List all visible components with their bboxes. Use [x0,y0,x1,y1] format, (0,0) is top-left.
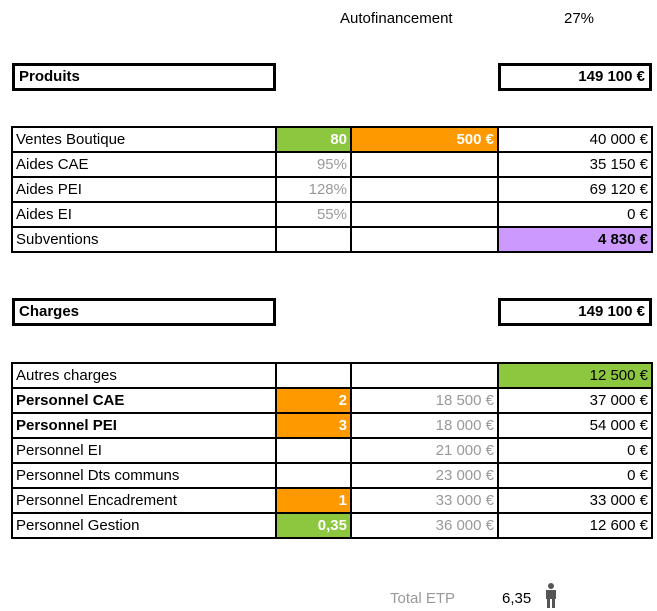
cell: 18 000 € [351,413,498,438]
cell: Personnel Encadrement [12,488,276,513]
cell: 4 830 € [498,227,652,252]
produits-total: 149 100 € [498,63,652,91]
cell: 95% [276,152,351,177]
cell: 0 € [498,463,652,488]
autofinancement-value: 27% [564,10,595,27]
cell: 0,35 [276,513,351,538]
cell: 0 € [498,438,652,463]
cell: 33 000 € [498,488,652,513]
cell: 3 [276,413,351,438]
charges-label: Charges [12,298,276,326]
cell: 128% [276,177,351,202]
cell: 35 150 € [498,152,652,177]
cell: Personnel CAE [12,388,276,413]
cell: 12 500 € [498,363,652,388]
person-icon [546,583,556,608]
cell: 33 000 € [351,488,498,513]
cell [351,152,498,177]
cell [351,202,498,227]
cell: 12 600 € [498,513,652,538]
cell: Personnel Dts communs [12,463,276,488]
cell: 18 500 € [351,388,498,413]
cell: 36 000 € [351,513,498,538]
cell: Personnel EI [12,438,276,463]
charges-total: 149 100 € [498,298,652,326]
cell: Aides CAE [12,152,276,177]
cell [351,177,498,202]
produits-label: Produits [12,63,276,91]
cell: 0 € [498,202,652,227]
total-etp-value: 6,35 [502,590,532,607]
cell: 500 € [351,127,498,152]
cell: 21 000 € [351,438,498,463]
cell: 55% [276,202,351,227]
cell: 2 [276,388,351,413]
cell [351,227,498,252]
cell: 54 000 € [498,413,652,438]
cell: Autres charges [12,363,276,388]
cell: Aides EI [12,202,276,227]
cell: 1 [276,488,351,513]
cell: Aides PEI [12,177,276,202]
cell [276,363,351,388]
autofinancement-label: Autofinancement [340,10,453,27]
cell: 80 [276,127,351,152]
cell: 23 000 € [351,463,498,488]
cell [276,463,351,488]
cell: 37 000 € [498,388,652,413]
cell: 69 120 € [498,177,652,202]
cell: Subventions [12,227,276,252]
cell [351,363,498,388]
cell: Personnel PEI [12,413,276,438]
cell: Ventes Boutique [12,127,276,152]
total-etp-label: Total ETP [390,590,456,607]
cell [276,227,351,252]
cell: 40 000 € [498,127,652,152]
cell: Personnel Gestion [12,513,276,538]
cell [276,438,351,463]
